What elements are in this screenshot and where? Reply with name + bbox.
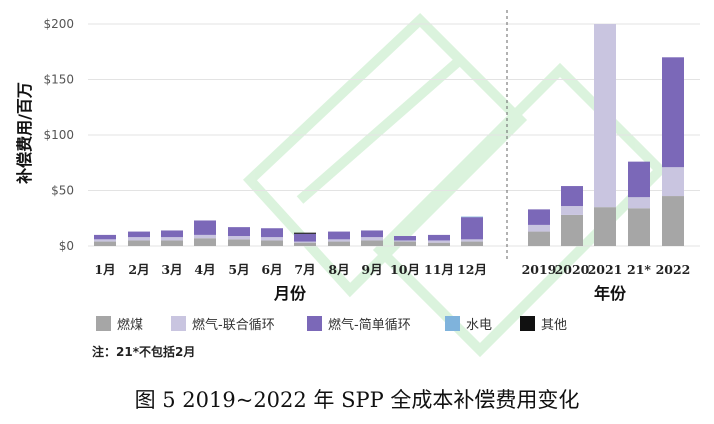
x-tick-label: 2019 (522, 262, 557, 277)
x-tick-label: 3月 (161, 262, 182, 277)
x-tick-label: 1月 (94, 262, 115, 277)
bar-segment (461, 239, 483, 242)
bar-segment (261, 237, 283, 241)
bar-segment (628, 197, 650, 209)
bar-segment (662, 57, 684, 168)
bar-segment (128, 231, 150, 238)
y-tick-labels: $0 $50 $100 $150 $200 (43, 17, 74, 253)
legend-label: 水电 (466, 318, 492, 333)
legend-label: 燃煤 (117, 317, 143, 333)
bar-segment (561, 186, 583, 207)
bar-segment (261, 228, 283, 238)
bar-segment (161, 230, 183, 238)
bar-segment (628, 161, 650, 198)
x-tick-label: 10月 (390, 262, 420, 277)
bar-segment (328, 241, 350, 246)
bar-segment (461, 216, 483, 218)
bar-segment (394, 241, 416, 246)
bar-segment (128, 240, 150, 246)
bar-segment (528, 224, 550, 232)
x-axis-title-months: 月份 (273, 284, 307, 303)
y-tick-label: $150 (43, 73, 74, 87)
legend-swatch (171, 316, 186, 331)
bar-segment (662, 167, 684, 197)
bar-segment (394, 236, 416, 241)
bar-segment (461, 241, 483, 246)
bar-segment (261, 240, 283, 246)
legend-swatch (445, 316, 460, 331)
bar-segment (594, 24, 616, 208)
bar-segment (361, 237, 383, 241)
bar-segment (328, 239, 350, 242)
bar-segment (428, 234, 450, 241)
bar-segment (228, 236, 250, 240)
bar-segment (361, 230, 383, 238)
bar-segment (228, 227, 250, 237)
bar-segment (394, 240, 416, 242)
bar-segment (294, 232, 316, 234)
bar-segment (294, 242, 316, 246)
bars (94, 24, 684, 246)
bar-segment (128, 237, 150, 241)
x-tick-label: 2022 (656, 262, 691, 277)
footnote: 注：21*不包括2月 (92, 344, 195, 359)
figure-caption: 图 5 2019~2022 年 SPP 全成本补偿费用变化 (135, 388, 580, 412)
legend-swatch (307, 316, 322, 331)
bar-segment (428, 240, 450, 243)
x-tick-label: 12月 (457, 262, 487, 277)
bar-segment (461, 217, 483, 240)
bar-segment (94, 241, 116, 246)
bar-segment (561, 214, 583, 246)
x-tick-label: 5月 (228, 262, 249, 277)
y-tick-label: $100 (43, 128, 74, 142)
bar-segment (194, 234, 216, 239)
bar-segment (228, 239, 250, 246)
x-axis-title-years: 年份 (594, 284, 627, 303)
legend-swatch (520, 316, 535, 331)
bar-segment (361, 240, 383, 246)
x-tick-label: 11月 (424, 262, 454, 277)
bar-segment (594, 207, 616, 246)
y-tick-label: $0 (59, 239, 74, 253)
y-tick-label: $50 (51, 184, 74, 198)
bar-segment (428, 242, 450, 246)
bar-segment (662, 196, 684, 246)
x-tick-label: 2021 (588, 262, 623, 277)
legend-label: 燃气-联合循环 (192, 317, 275, 333)
bar-segment (328, 231, 350, 240)
x-tick-label: 8月 (328, 262, 349, 277)
bar-segment (94, 239, 116, 242)
bar-segment (528, 209, 550, 225)
x-tick-label: 4月 (194, 262, 215, 277)
x-tick-label: 21* (627, 262, 651, 277)
bar-segment (194, 238, 216, 246)
legend-label: 燃气-简单循环 (328, 317, 411, 333)
y-axis-title: 补偿费用/百万 (15, 82, 34, 185)
legend: 燃煤 燃气-联合循环 燃气-简单循环 水电 其他 (96, 316, 567, 333)
bar-segment (561, 206, 583, 215)
bar-segment (194, 220, 216, 235)
x-tick-label: 6月 (261, 262, 282, 277)
bar-segment (161, 237, 183, 241)
bar-segment (528, 231, 550, 246)
legend-swatch (96, 316, 111, 331)
x-tick-label: 2月 (128, 262, 149, 277)
x-tick-label: 7月 (294, 262, 315, 277)
y-tick-label: $200 (43, 17, 74, 31)
bar-segment (628, 208, 650, 246)
x-tick-label: 9月 (361, 262, 382, 277)
x-tick-label: 2020 (555, 262, 590, 277)
bar-segment (294, 241, 316, 243)
bar-segment (294, 233, 316, 242)
bar-segment (161, 240, 183, 246)
bar-segment (94, 234, 116, 240)
legend-label: 其他 (541, 318, 567, 333)
